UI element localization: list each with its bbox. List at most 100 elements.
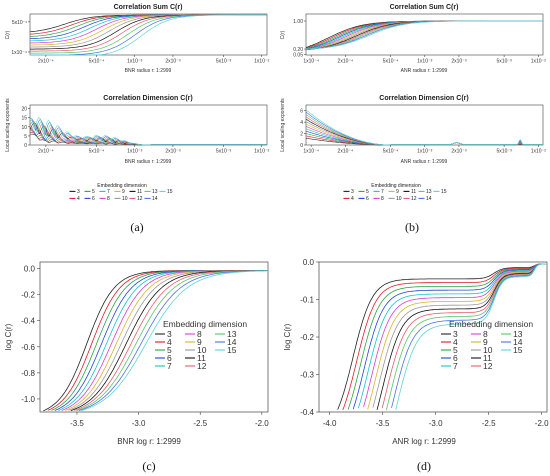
legend-item: 3 <box>351 189 354 195</box>
series-line-dim-15 <box>305 109 543 146</box>
x-tick-label: 2x10⁻³ <box>165 149 180 155</box>
legend-item: 14 <box>426 196 432 202</box>
series-line-dim-8 <box>305 20 543 51</box>
x-ticks: 1x10⁻⁴ 2x10⁻⁴ 5x10⁻⁴ 1x10⁻³ 2x10⁻³ 5x10⁻³ 1x10… <box>303 145 546 155</box>
y-axis-label: log C(r) <box>4 323 13 350</box>
series-line-dim-9 <box>367 263 547 410</box>
legend-item: 5 <box>366 189 369 195</box>
x-tick-label: 1x10⁻² <box>531 59 546 65</box>
legend-item: 11 <box>411 189 416 195</box>
y-tick-label: 5x10⁻¹ <box>12 20 27 26</box>
chart-b-bottom-title: Correlation Dimension C(r) <box>379 95 468 102</box>
caption-c: (c) <box>142 459 155 473</box>
legend-item: 15 <box>513 345 523 355</box>
legend-item: 12 <box>483 361 493 371</box>
series-line-dim-11 <box>29 122 267 146</box>
x-tick-label: 1x10⁻² <box>254 59 269 65</box>
legend-title: Embedding dimension <box>97 183 147 189</box>
series-line-dim-4 <box>342 263 547 410</box>
x-axis-label: ANR log r: 1:2999 <box>392 437 456 446</box>
y-tick-label: 1.00 <box>293 19 303 25</box>
legend-item: 4 <box>453 337 458 347</box>
y-tick-label: -0.2 <box>300 333 314 342</box>
y-tick-label: -0.4 <box>300 408 314 417</box>
series-line-dim-8 <box>30 14 267 44</box>
x-tick-label: 2x10⁻⁴ <box>38 59 54 65</box>
legend-item: 3 <box>167 329 172 339</box>
legend-item: 11 <box>197 353 206 363</box>
legend-item: 11 <box>137 189 142 195</box>
series-lines <box>337 263 547 411</box>
legend-item: 15 <box>227 345 237 355</box>
y-tick-label: 2 <box>300 132 303 138</box>
chart-b-top: Correlation Sum C(r) 1x10⁻⁴ 2x10⁻⁴ 5x10⁻⁴ 1… <box>280 4 546 74</box>
plot-frame <box>39 261 269 413</box>
legend-item: 8 <box>197 329 202 339</box>
legend-item: 13 <box>513 329 523 339</box>
caption-b: (b) <box>405 220 419 234</box>
x-tick-label: 1x10⁻³ <box>417 59 432 65</box>
chart-c: -3.5 -3.0 -2.5 -2.0 0.0 -0.2 -0.4 -0.6 -0.8 -1.0… <box>4 261 269 446</box>
series-line-dim-15 <box>29 116 267 146</box>
series-line-dim-11 <box>305 20 543 51</box>
y-tick-label: 6 <box>300 109 303 115</box>
chart-a-top-title: Correlation Sum C(r) <box>114 4 183 11</box>
chart-b-bottom: Correlation Dimension C(r) 1x10⁻⁴ 2x10⁻⁴ 5… <box>280 95 546 165</box>
x-tick-label: 2x10⁻³ <box>165 59 180 65</box>
y-tick-label: 4 <box>300 120 303 126</box>
x-tick-label: -2.0 <box>255 419 269 428</box>
x-tick-label: -2.5 <box>482 419 496 428</box>
y-ticks: 0 2 4 6 <box>300 109 306 149</box>
series-line-dim-14 <box>30 14 267 56</box>
y-ticks: 0.0 -0.1 -0.2 -0.3 -0.4 <box>300 258 319 417</box>
series-line-dim-3 <box>337 263 547 410</box>
legend-item: 6 <box>453 353 458 363</box>
legend-item: 10 <box>197 345 207 355</box>
legend-item: 13 <box>152 189 158 195</box>
series-line-dim-9 <box>305 20 543 51</box>
y-axis-label: Local scaling exponents <box>5 98 11 152</box>
x-tick-label: -2.0 <box>535 419 549 428</box>
y-tick-label: -0.3 <box>300 371 314 380</box>
series-line-dim-14 <box>391 263 547 409</box>
legend-item: 9 <box>483 337 488 347</box>
y-tick-label: -0.2 <box>21 291 35 300</box>
y-axis-label: Local scaling exponents <box>280 98 286 152</box>
x-ticks: 2x10⁻⁴ 5x10⁻⁴ 1x10⁻³ 2x10⁻³ 5x10⁻³ 1x10⁻² <box>38 145 270 155</box>
legend-item: 7 <box>167 361 172 371</box>
x-tick-label: 5x10⁻³ <box>497 149 512 155</box>
x-tick-label: 5x10⁻⁴ <box>383 149 399 155</box>
series-line-dim-4 <box>29 132 267 146</box>
x-axis-label: BNR log r: 1:2999 <box>117 437 181 446</box>
y-tick-label: -0.4 <box>21 317 35 326</box>
x-tick-label: 2x10⁻³ <box>451 59 466 65</box>
y-tick-label: -1.0 <box>21 395 35 404</box>
legend-title: Embedding dimension <box>371 183 421 189</box>
x-tick-label: -2.5 <box>193 419 207 428</box>
x-axis-label: ANR radius r: 1:2999 <box>401 159 448 165</box>
x-tick-label: -3.0 <box>132 419 146 428</box>
x-axis-label: ANR radius r: 1:2999 <box>401 68 448 74</box>
legend-item: 4 <box>77 196 80 202</box>
x-tick-label: 2x10⁻³ <box>451 149 466 155</box>
x-tick-label: 1x10⁻² <box>254 149 269 155</box>
x-tick-label: -4.0 <box>323 419 337 428</box>
x-tick-label: 5x10⁻⁴ <box>89 149 105 155</box>
legend-item: 7 <box>381 189 384 195</box>
chart-a-bottom: Correlation Dimension C(r) 2x10⁻⁴ 5x10⁻⁴ 1… <box>5 95 270 165</box>
legend-item: 5 <box>453 345 458 355</box>
legend-title: Embedding dimension <box>449 319 533 329</box>
legend-item: 6 <box>92 196 95 202</box>
series-line-dim-7 <box>30 14 267 42</box>
y-ticks: 0.050.20 1.00 <box>293 19 306 58</box>
series-lines <box>29 14 267 56</box>
plot-frame <box>29 104 268 146</box>
y-tick-label: 15 <box>21 116 27 122</box>
legend-item: 9 <box>197 337 202 347</box>
chart-d: -4.0 -3.5 -3.0 -2.5 -2.0 0.0 -0.1 -0.2 -0.3 -0.4… <box>283 258 549 446</box>
x-tick-label: 5x10⁻³ <box>216 149 231 155</box>
